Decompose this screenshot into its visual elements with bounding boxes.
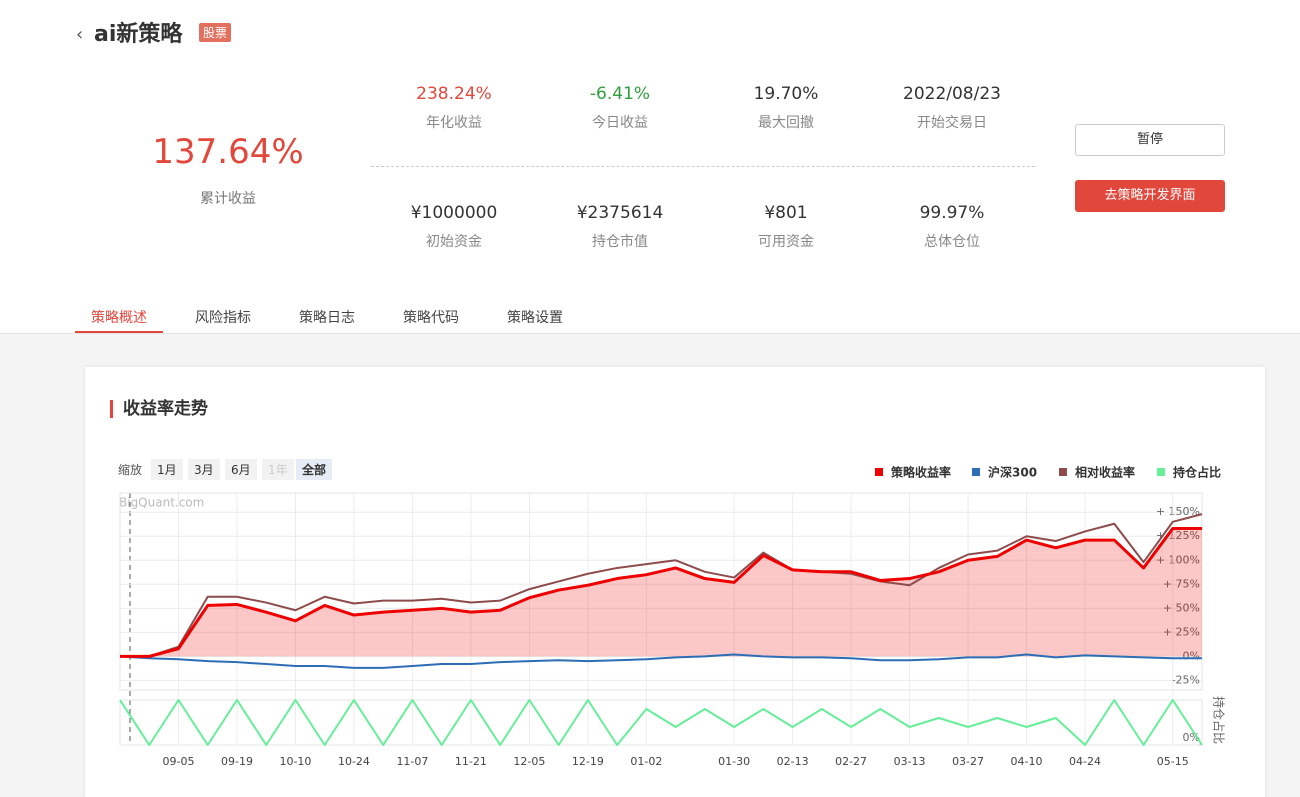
stat-value: 2022/08/23 [903, 84, 1001, 104]
y-tick-label: + 150% [1156, 505, 1200, 518]
divider [371, 166, 1035, 167]
stat-label: 初始资金 [426, 234, 482, 250]
line [120, 527, 1202, 658]
x-tick-label: 11-07 [396, 755, 428, 768]
legend-swatch [972, 468, 980, 476]
legend-swatch [1059, 468, 1067, 476]
header [0, 0, 1300, 334]
stat: 238.24% 年化收益 [369, 84, 539, 132]
stat-label: 最大回撤 [758, 115, 814, 131]
x-tick-label: 10-24 [338, 755, 370, 768]
legend-label: 相对收益率 [1075, 465, 1135, 480]
range-button[interactable]: 6月 [225, 459, 257, 480]
stat-label: 开始交易日 [917, 115, 987, 131]
x-tick-label: 04-24 [1069, 755, 1101, 768]
pause-button[interactable]: 暂停 [1075, 124, 1225, 156]
stat: ¥801 可用资金 [701, 203, 871, 251]
y-tick-label: + 50% [1163, 601, 1200, 614]
stat: ¥1000000 初始资金 [369, 203, 539, 251]
y-tick-label: + 100% [1156, 553, 1200, 566]
summary-label: 累计收益 [200, 191, 256, 207]
stat-label: 可用资金 [758, 234, 814, 250]
panel [85, 367, 1265, 797]
badge: 股票 [199, 23, 232, 42]
stat: 2022/08/23 开始交易日 [867, 84, 1037, 132]
legend-label: 持仓占比 [1173, 465, 1221, 480]
range-button[interactable]: 1月 [151, 459, 183, 480]
plot-frame [119, 492, 1203, 691]
x-tick-label: 11-21 [455, 755, 487, 768]
x-tick-label: 02-13 [777, 755, 809, 768]
sub-frame [119, 699, 1203, 746]
x-tick-label: 01-02 [630, 755, 662, 768]
range-button[interactable]: 全部 [296, 459, 333, 480]
stat-label: 今日收益 [592, 115, 648, 131]
range-button[interactable]: 1年 [262, 459, 294, 480]
x-tick-label: 05-15 [1157, 755, 1189, 768]
summary-value: 137.64% [152, 132, 304, 172]
stat-label: 总体仓位 [924, 234, 980, 250]
tab[interactable]: 策略日志 [299, 310, 355, 326]
x-tick-label: 04-10 [1011, 755, 1043, 768]
legend-label: 沪深300 [988, 465, 1037, 480]
title: ai新策略 [94, 22, 183, 47]
line [119, 699, 1203, 746]
back-icon[interactable]: ‹ [76, 24, 84, 45]
stat-value: ¥1000000 [410, 203, 498, 223]
line [119, 653, 1202, 669]
stat-value: 19.70% [753, 84, 819, 104]
x-tick-label: 01-30 [718, 755, 750, 768]
x-tick-label: 03-27 [952, 755, 984, 768]
tab[interactable]: 风险指标 [195, 310, 251, 326]
x-tick-label: 02-27 [835, 755, 867, 768]
x-tick-label: 09-05 [163, 755, 195, 768]
x-tick-label: 09-19 [221, 755, 253, 768]
y2-label: 持仓占比 [1212, 696, 1227, 744]
watermark: BigQuant.com [119, 496, 204, 510]
range-button[interactable]: 3月 [188, 459, 220, 480]
tab[interactable]: 策略代码 [403, 310, 459, 326]
x-tick-label: 12-19 [572, 755, 604, 768]
stat-value: ¥2375614 [576, 203, 664, 223]
tab-underline [75, 331, 163, 333]
y-tick-label: -25% [1172, 673, 1200, 686]
legend-label: 策略收益率 [891, 465, 951, 480]
legend-swatch [1157, 468, 1165, 476]
stat: ¥2375614 持仓市值 [535, 203, 705, 251]
stat: -6.41% 今日收益 [535, 84, 705, 132]
y-tick-label: + 75% [1163, 577, 1200, 590]
stat: 19.70% 最大回撤 [701, 84, 871, 132]
stat-label: 年化收益 [426, 115, 482, 131]
tab[interactable]: 策略概述 [91, 310, 147, 326]
x-tick-label: 03-13 [894, 755, 926, 768]
panel-title: 收益率走势 [110, 400, 208, 418]
dev-button[interactable]: 去策略开发界面 [1075, 180, 1225, 212]
line [120, 513, 1203, 658]
area [120, 528, 1202, 657]
zoom-label: 缩放 [118, 463, 143, 477]
stat: 99.97% 总体仓位 [867, 203, 1037, 251]
stat-value: -6.41% [589, 84, 651, 104]
y-tick-label: + 25% [1163, 625, 1200, 638]
stat-value: 238.24% [416, 84, 492, 104]
stat-value: ¥801 [764, 203, 808, 223]
stat-label: 持仓市值 [592, 234, 648, 250]
stat-value: 99.97% [919, 203, 985, 223]
tab[interactable]: 策略设置 [507, 310, 563, 326]
legend-swatch [875, 468, 883, 476]
x-tick-label: 10-10 [279, 755, 311, 768]
x-tick-label: 12-05 [513, 755, 545, 768]
